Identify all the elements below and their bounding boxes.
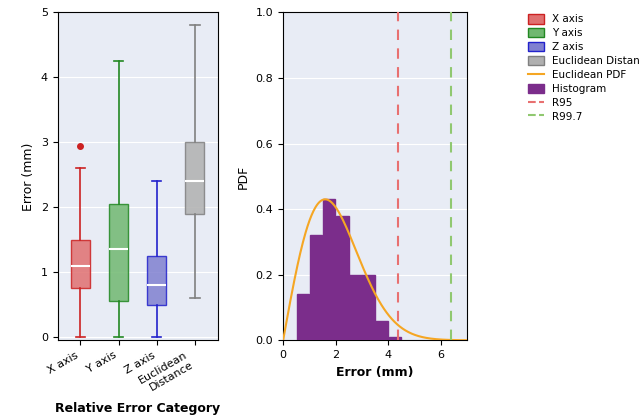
PathPatch shape (109, 204, 128, 301)
Y-axis label: Error (mm): Error (mm) (22, 142, 35, 210)
Bar (296, 294, 309, 340)
X-axis label: Relative Error Category: Relative Error Category (55, 402, 220, 415)
Bar (323, 199, 335, 340)
Bar (362, 275, 375, 340)
PathPatch shape (186, 142, 204, 214)
X-axis label: Error (mm): Error (mm) (337, 366, 414, 378)
Bar (336, 216, 349, 340)
Legend: X axis, Y axis, Z axis, Euclidean Distance, Euclidean PDF, Histogram, R95, R99.7: X axis, Y axis, Z axis, Euclidean Distan… (525, 11, 640, 124)
Bar (388, 337, 401, 340)
Y-axis label: PDF: PDF (237, 164, 250, 188)
PathPatch shape (71, 240, 90, 288)
Bar (310, 235, 322, 340)
Bar (349, 275, 362, 340)
Bar (376, 321, 388, 340)
PathPatch shape (147, 256, 166, 305)
